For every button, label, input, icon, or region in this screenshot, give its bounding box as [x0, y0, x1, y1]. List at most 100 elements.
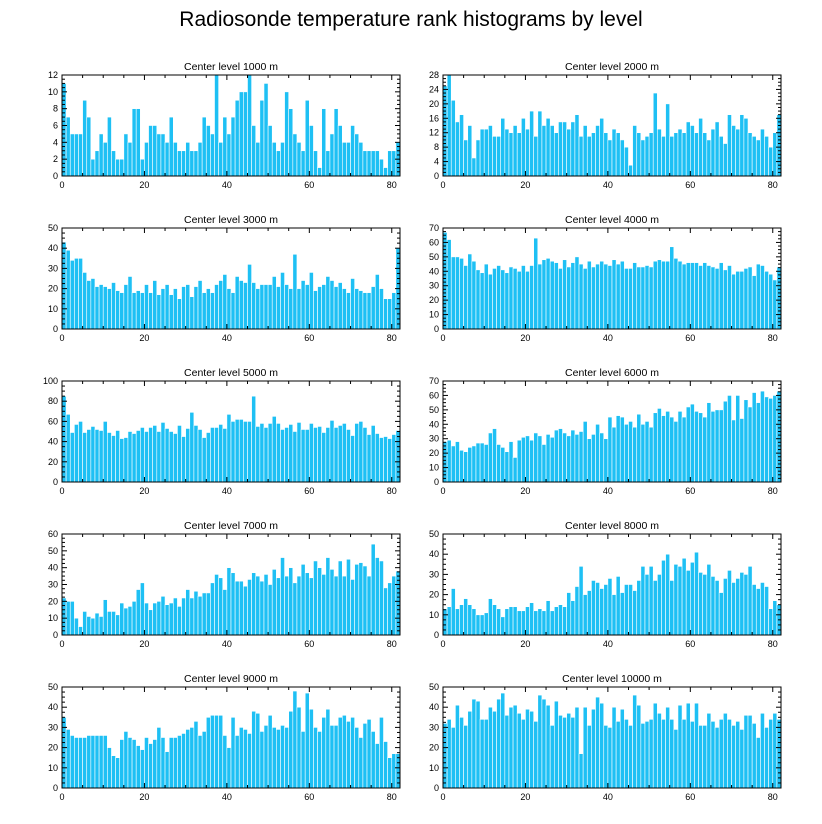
histogram-bar: [690, 403, 695, 483]
histogram-bar: [492, 604, 497, 636]
x-tick-label: 80: [768, 180, 778, 190]
histogram-bar: [599, 260, 605, 330]
histogram-bar: [115, 430, 121, 483]
histogram-bar: [107, 288, 112, 330]
x-tick-label: 60: [685, 180, 695, 190]
histogram-bar: [751, 136, 757, 177]
histogram-bar: [772, 600, 778, 636]
histogram-bar: [463, 725, 469, 789]
histogram-bar: [500, 269, 506, 330]
histogram-bar: [636, 413, 642, 483]
x-tick-label: 60: [304, 180, 314, 190]
histogram-bar: [743, 574, 749, 636]
histogram-bar: [504, 451, 510, 483]
histogram-bar: [529, 439, 534, 483]
histogram-bar: [391, 150, 397, 177]
histogram-bar: [459, 257, 464, 330]
histogram-bar: [582, 268, 588, 330]
y-tick-label: 8: [53, 104, 58, 114]
histogram-bar: [61, 241, 67, 330]
x-tick-label: 60: [304, 333, 314, 343]
x-tick-label: 0: [59, 792, 64, 802]
histogram-bar: [82, 99, 88, 177]
histogram-bar: [255, 712, 261, 789]
histogram-bar: [669, 719, 675, 789]
histogram-bar: [541, 259, 547, 330]
histogram-bar: [496, 608, 502, 636]
histogram-bar: [591, 132, 596, 177]
histogram-bar: [205, 288, 211, 330]
histogram-bar: [374, 743, 380, 789]
histogram-bar: [226, 414, 232, 483]
histogram-bar: [226, 288, 232, 330]
y-tick-label: 30: [429, 569, 439, 579]
y-tick-label: 40: [48, 563, 58, 573]
histogram-bar: [317, 286, 322, 330]
histogram-bar: [508, 441, 514, 483]
histogram-bar: [599, 117, 605, 177]
histogram-bar: [177, 735, 182, 789]
histogram-bar: [304, 692, 310, 789]
histogram-bar: [710, 410, 716, 483]
histogram-bar: [776, 266, 782, 330]
histogram-bar: [508, 132, 514, 177]
histogram-bar: [776, 114, 782, 177]
histogram-bar: [562, 121, 567, 177]
histogram-bar: [333, 427, 339, 483]
histogram-bar: [508, 266, 514, 330]
histogram-bar: [591, 580, 596, 636]
histogram-bar: [450, 445, 456, 483]
y-tick-label: 12: [48, 70, 58, 80]
histogram-bar: [119, 739, 125, 789]
histogram-bar: [379, 716, 384, 789]
histogram-bar: [652, 702, 658, 789]
histogram-bar: [516, 132, 522, 177]
y-tick-label: 50: [429, 252, 439, 262]
histogram-bar: [706, 563, 712, 636]
histogram-bar: [362, 565, 368, 636]
histogram-bar: [648, 566, 654, 636]
y-tick-label: 24: [429, 84, 439, 94]
x-tick-label: 20: [139, 333, 149, 343]
histogram-bar: [545, 600, 551, 636]
histogram-bar: [218, 577, 224, 636]
histogram-bar: [296, 142, 302, 177]
y-tick-label: 60: [429, 237, 439, 247]
histogram-bar: [562, 606, 567, 636]
y-tick-label: 10: [48, 613, 58, 623]
histogram-bar: [210, 292, 215, 330]
histogram-bar: [599, 588, 605, 636]
y-tick-label: 8: [434, 142, 439, 152]
y-tick-label: 10: [48, 304, 58, 314]
histogram-bar: [263, 574, 269, 636]
histogram-bar: [107, 432, 112, 483]
histogram-bar: [603, 584, 609, 636]
histogram-bar: [197, 595, 203, 636]
histogram-bar: [755, 263, 761, 330]
histogram-bar: [387, 582, 393, 636]
y-tick-label: 0: [434, 783, 439, 793]
histogram-bar: [632, 590, 638, 636]
histogram-bar: [521, 117, 526, 177]
histogram-bar: [628, 584, 633, 636]
histogram-bar: [615, 415, 621, 483]
histogram-bar: [230, 421, 236, 483]
histogram-bar: [669, 136, 675, 177]
histogram-bar: [706, 265, 712, 330]
histogram-bar: [657, 712, 662, 789]
histogram-bar: [177, 606, 182, 636]
histogram-bar: [329, 133, 335, 177]
histogram-bar: [271, 416, 277, 483]
histogram-bar: [500, 117, 506, 177]
histogram-bar: [459, 449, 464, 483]
x-tick-label: 20: [520, 486, 530, 496]
histogram-bar: [185, 428, 191, 483]
histogram-bar: [362, 150, 368, 177]
y-tick-label: 20: [48, 596, 58, 606]
histogram-bar: [288, 424, 294, 483]
histogram-bar: [694, 132, 699, 177]
histogram-bar: [467, 253, 473, 330]
histogram-bar: [214, 574, 219, 636]
histogram-bar: [205, 432, 211, 483]
histogram-bar: [475, 442, 481, 483]
